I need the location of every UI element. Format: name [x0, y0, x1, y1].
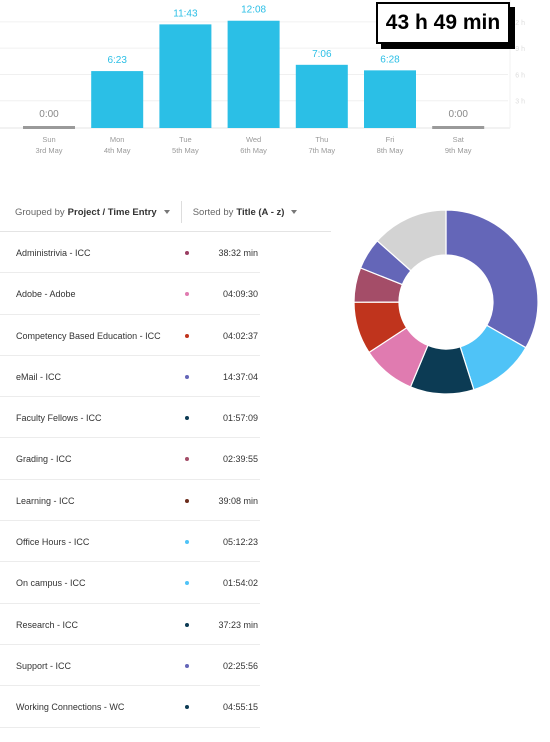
- project-color-dot: [185, 333, 189, 338]
- list-divider: [0, 231, 331, 232]
- list-item[interactable]: Working Connections - WC 04:55:15: [0, 686, 260, 728]
- entry-duration: 01:57:09: [222, 413, 258, 424]
- total-time-box: 43 h 49 min: [376, 2, 510, 44]
- x-tick-label-day: Wed: [246, 135, 261, 144]
- list-item[interactable]: Learning - ICC 39:08 min: [0, 480, 260, 522]
- list-controls: Grouped by Project / Time Entry Sorted b…: [15, 201, 298, 223]
- entry-duration: 05:12:23: [222, 537, 258, 548]
- project-color-dot: [185, 581, 189, 586]
- list-item[interactable]: Administrivia - ICC 38:32 min: [0, 232, 260, 274]
- project-color-dot: [185, 251, 189, 255]
- entry-title: Working Connections - WC: [16, 702, 125, 713]
- x-tick-label-day: Fri: [386, 135, 395, 144]
- group-by-dropdown[interactable]: Grouped by Project / Time Entry: [15, 207, 170, 218]
- project-color-dot: [185, 622, 189, 627]
- x-tick-label-day: Thu: [315, 135, 328, 144]
- time-entry-list: Administrivia - ICC 38:32 min Adobe - Adob…: [0, 232, 260, 728]
- x-tick-label-day: Sat: [453, 135, 465, 144]
- x-tick-label-date: 8th May: [377, 146, 404, 155]
- entry-duration: 04:02:37: [222, 330, 258, 341]
- bar-value-label: 6:28: [380, 54, 400, 65]
- entry-title: Administrivia - ICC: [16, 248, 91, 258]
- donut-slice[interactable]: [445, 209, 539, 349]
- group-by-value: Project / Time Entry: [67, 206, 157, 218]
- bar-value-label: 6:23: [107, 55, 127, 66]
- entry-title: Adobe - Adobe: [16, 289, 76, 300]
- bar-value-label: 0:00: [448, 109, 468, 120]
- list-item[interactable]: Competency Based Education - ICC 04:02:37: [0, 315, 260, 356]
- project-color-dot: [185, 292, 189, 297]
- list-item[interactable]: eMail - ICC 14:37:04: [0, 356, 260, 398]
- list-item[interactable]: Support - ICC 02:25:56: [0, 645, 260, 687]
- donut-slice[interactable]: [376, 209, 447, 272]
- daily-bar-chart: 3 h 6 h 9 h 12 h 0:00 Sun 3rd May 6:23 Mon 4th Ma…: [0, 0, 525, 155]
- bar: [364, 70, 416, 128]
- entry-title: Grading - ICC: [16, 454, 72, 465]
- chevron-down-icon: [163, 210, 170, 214]
- x-tick-label-day: Sun: [42, 135, 55, 144]
- entry-title: On campus - ICC: [16, 578, 86, 589]
- project-color-dot: [185, 705, 189, 710]
- x-tick-label-date: 5th May: [172, 146, 199, 155]
- chevron-down-icon: [291, 210, 298, 214]
- bar: [227, 20, 280, 128]
- entry-duration: 02:39:55: [222, 454, 258, 465]
- x-tick-label-date: 6th May: [240, 146, 267, 155]
- bar-value-label: 11:43: [173, 8, 198, 19]
- x-tick-label-day: Tue: [179, 135, 192, 144]
- entry-duration: 04:55:15: [222, 702, 258, 713]
- bar-value-label: 0:00: [39, 109, 59, 120]
- entry-duration: 39:08 min: [218, 495, 258, 506]
- sort-by-prefix: Sorted by: [192, 206, 234, 218]
- bar: [23, 126, 75, 129]
- project-color-dot: [185, 374, 189, 379]
- entry-title: Research - ICC: [16, 619, 79, 630]
- bar: [159, 24, 212, 128]
- bar: [295, 64, 348, 128]
- entry-title: Competency Based Education - ICC: [16, 330, 161, 341]
- entry-duration: 14:37:04: [222, 371, 258, 382]
- bar-value-label: 7:06: [312, 49, 332, 60]
- total-time-label: 43 h 49 min: [385, 11, 501, 34]
- project-color-dot: [185, 663, 189, 668]
- project-color-dot: [185, 540, 189, 545]
- list-item[interactable]: Office Hours - ICC 05:12:23: [0, 521, 260, 563]
- x-tick-label-date: 7th May: [308, 146, 335, 155]
- bar-value-label: 12:08: [241, 5, 266, 16]
- list-item[interactable]: Grading - ICC 02:39:55: [0, 438, 260, 480]
- entry-duration: 37:23 min: [218, 619, 258, 630]
- list-item[interactable]: On campus - ICC 01:54:02: [0, 562, 260, 604]
- sort-by-value: Title (A - z): [236, 206, 285, 218]
- project-donut-chart: [353, 209, 539, 395]
- project-color-dot: [185, 416, 189, 421]
- entry-title: Learning - ICC: [16, 495, 75, 506]
- x-tick-label-date: 9th May: [445, 146, 472, 155]
- entry-duration: 01:54:02: [222, 578, 258, 589]
- x-tick-label-date: 3rd May: [35, 146, 62, 155]
- list-item[interactable]: Research - ICC 37:23 min: [0, 604, 260, 645]
- bar: [91, 71, 144, 128]
- entry-title: Support - ICC: [16, 660, 72, 671]
- x-tick-label-day: Mon: [110, 135, 125, 144]
- entry-duration: 04:09:30: [222, 289, 258, 300]
- group-by-prefix: Grouped by: [15, 206, 65, 218]
- entry-duration: 38:32 min: [218, 248, 258, 258]
- list-item[interactable]: Faculty Fellows - ICC 01:57:09: [0, 397, 260, 439]
- x-tick-label-date: 4th May: [104, 146, 131, 155]
- y-tick-label: 9 h: [515, 46, 525, 53]
- y-tick-label: 6 h: [515, 72, 525, 79]
- entry-title: Faculty Fellows - ICC: [16, 413, 102, 424]
- list-item[interactable]: Adobe - Adobe 04:09:30: [0, 273, 260, 315]
- y-tick-label: 12 h: [511, 20, 525, 27]
- y-tick-label: 3 h: [515, 99, 525, 106]
- bar: [432, 126, 485, 129]
- controls-divider: [180, 201, 182, 223]
- entry-title: eMail - ICC: [16, 371, 62, 382]
- sort-by-dropdown[interactable]: Sorted by Title (A - z): [193, 207, 298, 218]
- project-color-dot: [185, 498, 189, 503]
- entry-title: Office Hours - ICC: [16, 537, 90, 548]
- project-color-dot: [185, 457, 189, 462]
- entry-duration: 02:25:56: [222, 660, 258, 671]
